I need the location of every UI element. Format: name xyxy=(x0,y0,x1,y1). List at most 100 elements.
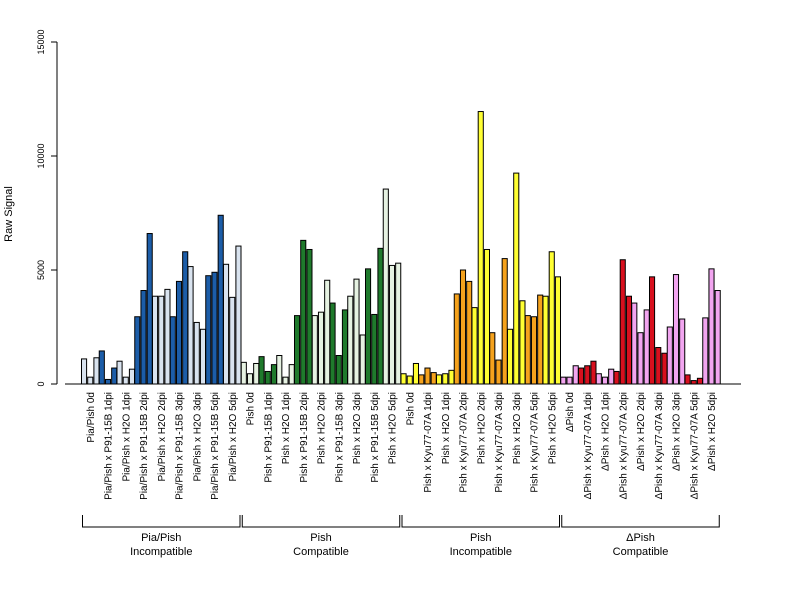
bar xyxy=(152,295,159,385)
group-label-type: Compatible xyxy=(613,546,669,558)
bar xyxy=(601,376,609,385)
y-axis-title: Raw Signal xyxy=(3,186,15,242)
bar xyxy=(122,376,129,385)
bar xyxy=(193,321,200,385)
bar xyxy=(246,373,254,385)
group-label-name: Pish xyxy=(470,532,491,544)
bar xyxy=(448,369,455,385)
bar xyxy=(329,302,336,385)
category-label: Pish x P91-15B 3dpi xyxy=(334,392,345,483)
bar xyxy=(164,288,171,385)
bar xyxy=(572,365,579,385)
bar xyxy=(347,295,354,385)
category-label: Pish x Kyu77-07A 1dpi xyxy=(423,392,434,493)
y-tick-label: 15000 xyxy=(36,29,46,54)
category-label: Pish x P91-15B 1dpi xyxy=(263,392,274,483)
bar xyxy=(436,374,443,385)
group-label-name: Pish xyxy=(310,532,331,544)
category-label: Pia/Pish x H2O 5dpi xyxy=(228,392,239,482)
category-label: Pish 0d xyxy=(246,392,257,425)
bar xyxy=(388,264,396,385)
bars xyxy=(81,111,721,385)
bar xyxy=(507,328,514,385)
group-bracket xyxy=(82,515,241,528)
category-label: Pia/Pish x P91-15B 2dpi xyxy=(139,392,150,500)
bar xyxy=(595,373,602,385)
bar xyxy=(590,360,597,385)
bar xyxy=(406,375,413,385)
bar xyxy=(377,247,384,385)
bar xyxy=(702,317,709,385)
bar xyxy=(175,280,183,385)
bar xyxy=(211,271,218,385)
bar xyxy=(696,377,704,385)
bar xyxy=(371,313,378,385)
bar xyxy=(554,276,562,385)
bar xyxy=(400,373,407,385)
bar xyxy=(530,316,538,385)
bar xyxy=(708,268,715,385)
bar xyxy=(613,370,620,385)
bar xyxy=(235,245,242,385)
bar xyxy=(537,294,544,385)
group-label-name: Pia/Pish xyxy=(141,532,181,544)
bar xyxy=(98,350,105,385)
bar xyxy=(424,367,431,385)
bar xyxy=(631,302,638,385)
category-label: Pish x H2O 2dpi xyxy=(476,392,487,464)
category-label: Pia/Pish x P91-15B 5dpi xyxy=(210,392,221,500)
bar xyxy=(324,279,331,385)
bar xyxy=(513,172,520,385)
category-label: Pish x H2O 1dpi xyxy=(281,392,292,464)
bar xyxy=(418,374,425,385)
bar xyxy=(300,239,307,385)
bar xyxy=(146,233,153,385)
bar xyxy=(608,368,615,385)
bar xyxy=(477,111,484,385)
bar xyxy=(679,318,686,385)
category-label: Pish 0d xyxy=(405,392,416,425)
bar xyxy=(140,290,147,385)
bar xyxy=(412,362,419,385)
bar xyxy=(128,368,135,385)
group-brackets: Pia/Pish Incompatible Pish Compatible Pish In… xyxy=(82,515,720,558)
category-label: Pish x P91-15B 5dpi xyxy=(370,392,381,483)
bar xyxy=(104,378,112,385)
category-label: ΔPish x H2O 3dpi xyxy=(672,392,683,471)
bar xyxy=(111,367,118,385)
bar xyxy=(169,316,176,385)
category-label: Pish x H2O 3dpi xyxy=(352,392,363,464)
category-label: Pia/Pish x H2O 1dpi xyxy=(121,392,132,482)
y-tick-label: 10000 xyxy=(36,143,46,168)
category-label: Pish x H2O 5dpi xyxy=(388,392,399,464)
category-label: ΔPish x H2O 1dpi xyxy=(601,392,612,471)
category-label: ΔPish x Kyu77-07A 1dpi xyxy=(583,392,594,499)
bar xyxy=(341,309,348,385)
category-label: ΔPish x Kyu77-07A 5dpi xyxy=(689,392,700,499)
bar xyxy=(566,376,573,385)
category-label: Pish x H2O 3dpi xyxy=(512,392,523,464)
bar xyxy=(158,295,165,385)
bar xyxy=(253,362,260,385)
bar xyxy=(134,316,141,385)
bar xyxy=(365,268,372,385)
bar xyxy=(217,214,224,385)
bar xyxy=(649,276,656,385)
bar xyxy=(519,300,526,385)
category-label: Pia/Pish x H2O 2dpi xyxy=(157,392,168,482)
bar xyxy=(282,376,289,385)
bar xyxy=(317,311,325,385)
category-label: Pish x Kyu77-07A 5dpi xyxy=(530,392,541,493)
bar xyxy=(684,374,691,385)
bar xyxy=(483,248,490,385)
bar xyxy=(182,251,189,385)
bar xyxy=(395,262,402,385)
category-label: Pia/Pish x P91-15B 3dpi xyxy=(175,392,186,500)
bar xyxy=(666,326,673,385)
bar xyxy=(264,370,271,385)
bar xyxy=(714,290,721,385)
bar xyxy=(548,251,555,385)
bar xyxy=(542,295,549,385)
category-label: ΔPish x Kyu77-07A 3dpi xyxy=(654,392,665,499)
bar xyxy=(637,332,644,385)
